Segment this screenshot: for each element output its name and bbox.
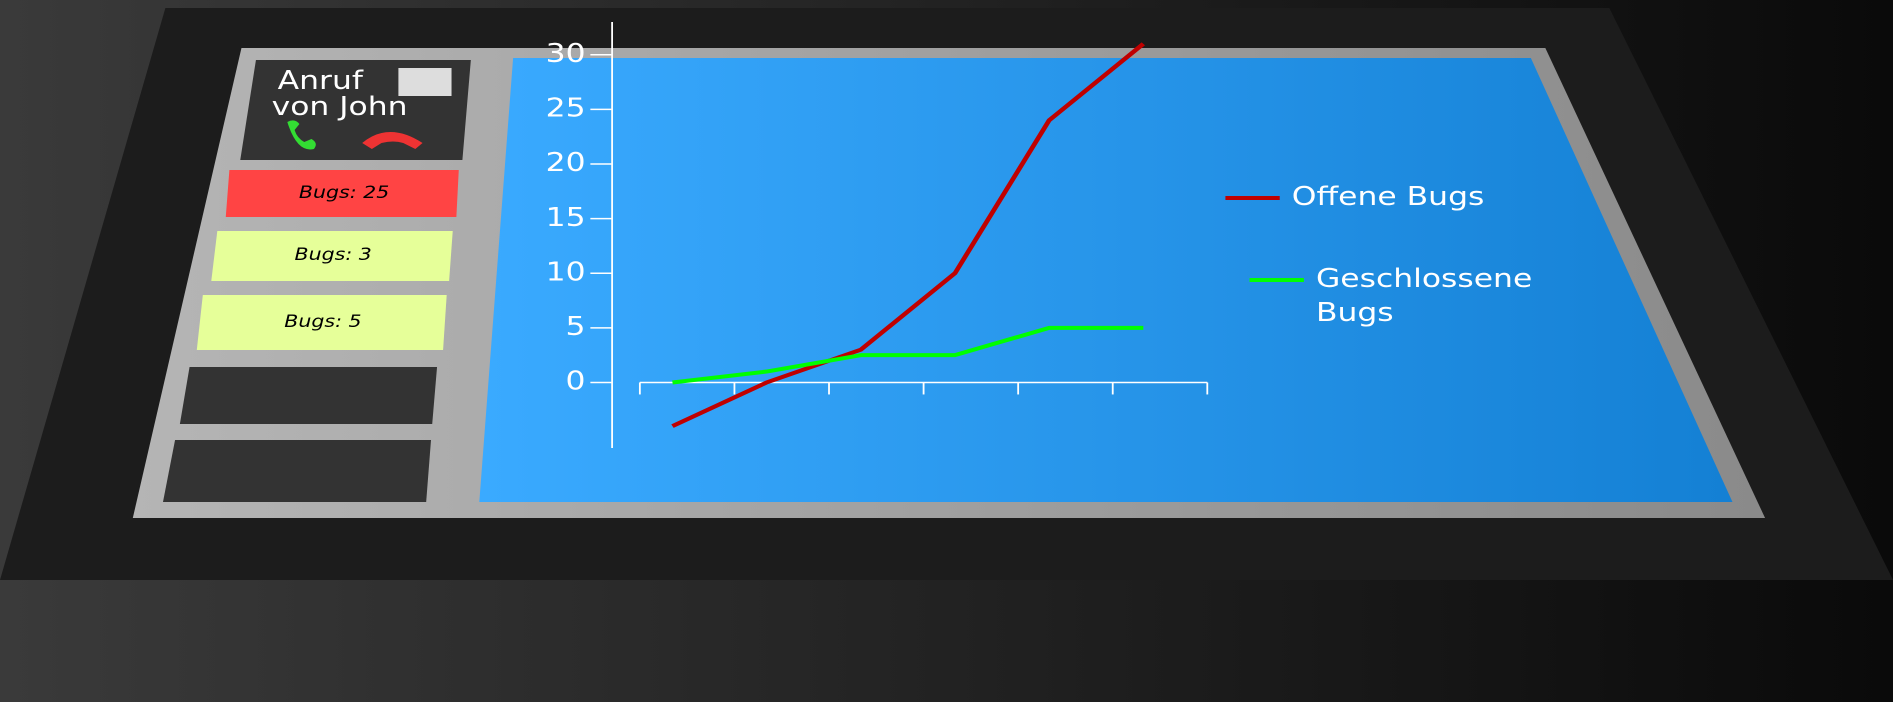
empty-card[interactable] xyxy=(162,440,432,502)
decline-icon[interactable] xyxy=(362,132,423,149)
chart: 0 5 10 15 20 25 30 xyxy=(546,22,1304,448)
bug-card[interactable] xyxy=(211,231,453,281)
call-line-1: Anruf xyxy=(277,66,363,96)
bug-card-label: Bugs: 3 xyxy=(294,245,372,265)
y-tick-label: 10 xyxy=(546,256,586,287)
empty-card[interactable] xyxy=(179,367,438,424)
call-line-2: von John xyxy=(271,92,408,122)
bug-card[interactable] xyxy=(196,295,447,350)
bug-card[interactable] xyxy=(225,170,459,217)
y-tick-label: 0 xyxy=(566,365,586,396)
bug-card-label: Bugs: 25 xyxy=(298,183,390,203)
chart-panel xyxy=(479,58,1733,502)
y-tick-label: 5 xyxy=(566,311,586,342)
series-line xyxy=(672,325,1144,385)
y-tick-label: 30 xyxy=(546,38,586,69)
accept-icon[interactable] xyxy=(287,120,316,150)
legend-label: Geschlossene Bugs xyxy=(1315,264,1533,328)
y-tick-label: 25 xyxy=(546,92,586,123)
series-line xyxy=(671,42,1146,428)
y-tick-label: 20 xyxy=(546,147,586,178)
legend-label: Offene Bugs xyxy=(1291,182,1485,212)
bug-card-label: Bugs: 5 xyxy=(284,312,362,332)
avatar xyxy=(398,68,452,96)
y-tick-label: 15 xyxy=(546,201,586,232)
